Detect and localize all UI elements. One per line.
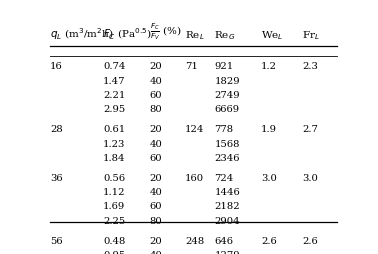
Text: 2.6: 2.6 xyxy=(302,236,318,245)
Text: 1.12: 1.12 xyxy=(103,187,125,196)
Text: 3.0: 3.0 xyxy=(261,173,277,182)
Text: 20: 20 xyxy=(150,173,163,182)
Text: 160: 160 xyxy=(185,173,204,182)
Text: 778: 778 xyxy=(214,125,233,134)
Text: 60: 60 xyxy=(150,202,163,211)
Text: 1568: 1568 xyxy=(214,139,240,148)
Text: 36: 36 xyxy=(50,173,63,182)
Text: 2.6: 2.6 xyxy=(261,236,277,245)
Text: 0.95: 0.95 xyxy=(103,250,125,254)
Text: 724: 724 xyxy=(214,173,234,182)
Text: 20: 20 xyxy=(150,62,163,71)
Text: 1446: 1446 xyxy=(214,187,240,196)
Text: 40: 40 xyxy=(150,76,163,85)
Text: 16: 16 xyxy=(50,62,63,71)
Text: 2.25: 2.25 xyxy=(103,216,125,225)
Text: 80: 80 xyxy=(150,216,163,225)
Text: Re$_G$: Re$_G$ xyxy=(214,29,235,42)
Text: 6669: 6669 xyxy=(214,105,239,114)
Text: Re$_L$: Re$_L$ xyxy=(185,29,204,42)
Text: 1.69: 1.69 xyxy=(103,202,125,211)
Text: 0.56: 0.56 xyxy=(103,173,125,182)
Text: 1.9: 1.9 xyxy=(261,125,277,134)
Text: 646: 646 xyxy=(214,236,233,245)
Text: Fr$_L$: Fr$_L$ xyxy=(302,29,320,42)
Text: 1.84: 1.84 xyxy=(103,153,125,162)
Text: 0.48: 0.48 xyxy=(103,236,125,245)
Text: 2.95: 2.95 xyxy=(103,105,125,114)
Text: 2.21: 2.21 xyxy=(103,91,125,100)
Text: 28: 28 xyxy=(50,125,63,134)
Text: 248: 248 xyxy=(185,236,204,245)
Text: 1829: 1829 xyxy=(214,76,240,85)
Text: 60: 60 xyxy=(150,91,163,100)
Text: 40: 40 xyxy=(150,250,163,254)
Text: 71: 71 xyxy=(185,62,198,71)
Text: 1.23: 1.23 xyxy=(103,139,125,148)
Text: 0.61: 0.61 xyxy=(103,125,125,134)
Text: 2346: 2346 xyxy=(214,153,240,162)
Text: 80: 80 xyxy=(150,105,163,114)
Text: 1.47: 1.47 xyxy=(103,76,125,85)
Text: $\frac{F_C}{F_V}$ (%): $\frac{F_C}{F_V}$ (%) xyxy=(150,21,181,42)
Text: 1279: 1279 xyxy=(214,250,240,254)
Text: 40: 40 xyxy=(150,187,163,196)
Text: We$_L$: We$_L$ xyxy=(261,29,284,42)
Text: $F_C$ (Pa$^{0.5}$): $F_C$ (Pa$^{0.5}$) xyxy=(103,27,152,42)
Text: 2.3: 2.3 xyxy=(302,62,318,71)
Text: 124: 124 xyxy=(185,125,204,134)
Text: 2904: 2904 xyxy=(214,216,240,225)
Text: 20: 20 xyxy=(150,125,163,134)
Text: 2.7: 2.7 xyxy=(302,125,318,134)
Text: 2749: 2749 xyxy=(214,91,240,100)
Text: 56: 56 xyxy=(50,236,63,245)
Text: 2182: 2182 xyxy=(214,202,240,211)
Text: 921: 921 xyxy=(214,62,234,71)
Text: 3.0: 3.0 xyxy=(302,173,318,182)
Text: $q_L$ (m$^3$/m$^2$h): $q_L$ (m$^3$/m$^2$h) xyxy=(50,26,114,42)
Text: 0.74: 0.74 xyxy=(103,62,125,71)
Text: 20: 20 xyxy=(150,236,163,245)
Text: 1.2: 1.2 xyxy=(261,62,277,71)
Text: 40: 40 xyxy=(150,139,163,148)
Text: 60: 60 xyxy=(150,153,163,162)
